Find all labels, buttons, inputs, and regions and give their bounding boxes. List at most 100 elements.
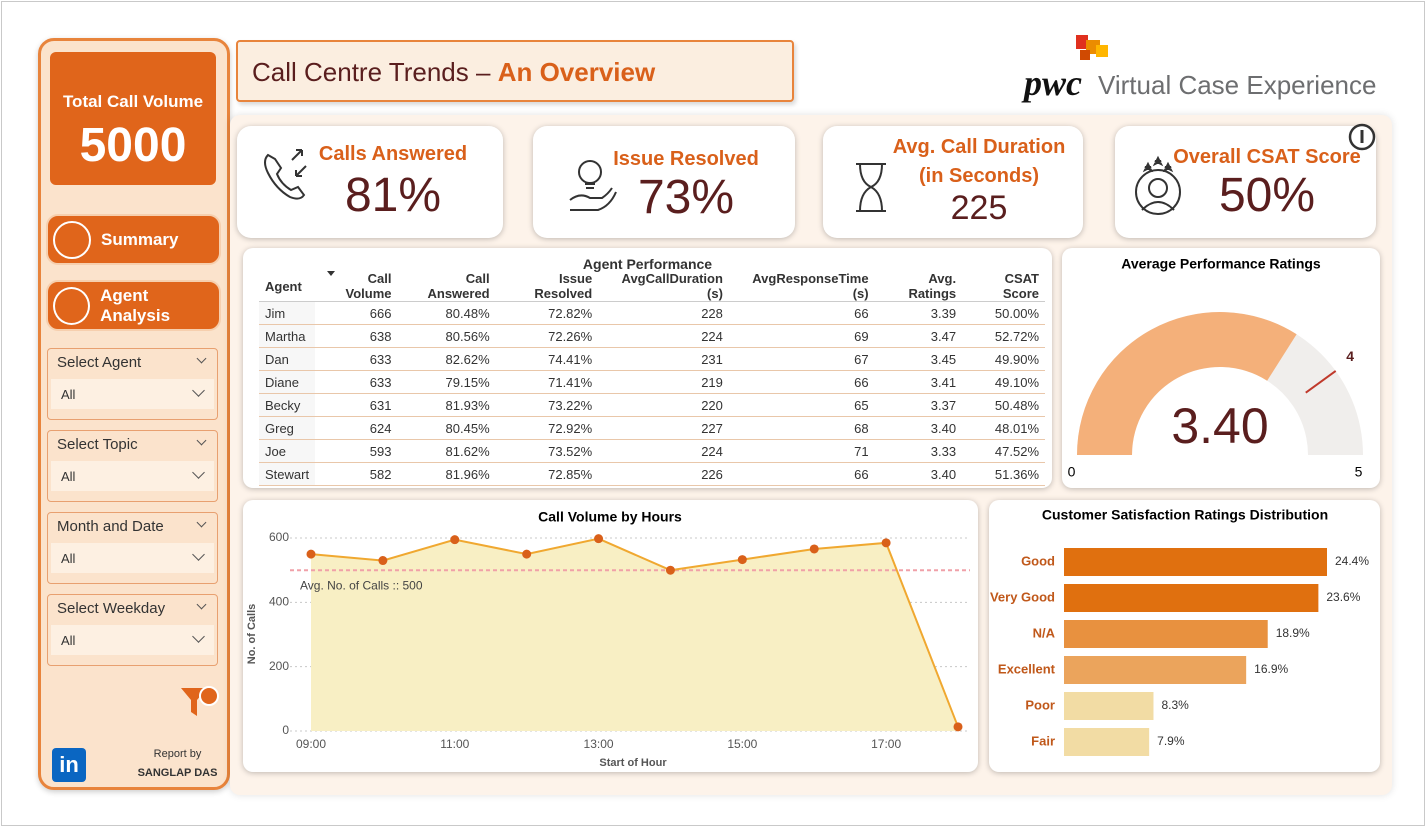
category-label: Fair [1031,733,1055,748]
table-cell: Becky [259,393,316,417]
table-cell: 3.45 [874,347,963,371]
table-cell: 3.47 [874,324,963,348]
gauge-value-label: 3.40 [1171,398,1268,454]
filter-dropdown[interactable]: All [51,461,214,491]
table-cell: 227 [598,416,729,440]
filter[interactable]: Month and Date All [47,512,218,584]
table-cell: 3.40 [874,462,963,486]
table-cell: 624 [315,416,398,440]
clear-filter-badge [199,686,219,706]
table-cell: Greg [259,416,316,440]
gauge-target [1305,370,1337,394]
icons [181,123,1376,716]
point [665,565,675,575]
point [306,549,316,559]
table-cell: 226 [598,462,729,486]
logo-block [1080,50,1090,60]
filter[interactable]: Select Agent All [47,348,218,420]
filter-value: All [61,387,76,402]
chevron [196,517,207,528]
bar [1064,656,1247,684]
table-cell: 49.10% [962,370,1045,394]
table-cell: 633 [315,370,398,394]
line [310,537,959,728]
person-body [1141,201,1175,211]
category-label: Good [1021,553,1055,568]
table-cell: 51.36% [962,462,1045,486]
table-cell: 47.52% [962,439,1045,463]
table-cell: Stewart [259,462,316,486]
point [953,722,963,732]
kpi-card: Avg. Call Duration (in Seconds) 225 [823,126,1083,238]
category-label: N/A [1033,625,1056,640]
title-separator: – [476,57,491,87]
filter[interactable]: Select Weekday All [47,594,218,666]
y-tick-label: 400 [269,595,289,609]
kpi-label: Issue Resolved [613,148,759,170]
x-tick-label: 11:00 [440,737,469,751]
point [737,555,747,565]
value-label: 8.3% [1161,698,1189,712]
column-header[interactable]: Avg. Ratings [874,271,963,302]
bar [1064,692,1154,720]
person-icon [1148,178,1168,198]
filter-dropdown[interactable]: All [51,379,214,409]
agent-table: Agent Call Volume Call Answered Issue Resol… [259,271,1045,486]
column-header[interactable]: Issue Resolved [495,271,599,302]
table-cell: 80.56% [397,324,496,348]
value-label: 7.9% [1157,734,1185,748]
table-cell: 666 [315,301,398,325]
info-icon[interactable] [1348,123,1376,151]
kpi-value: 73% [637,171,735,224]
point [378,556,388,566]
table-cell: 72.82% [495,301,599,325]
bar [1064,584,1319,612]
brand-tagline: Virtual Case Experience [1098,70,1377,100]
table-cell: 220 [598,393,729,417]
table-cell: 72.26% [495,324,599,348]
logo-block [1076,35,1088,49]
table-cell: 79.15% [397,370,496,394]
column-header[interactable]: AvgResponseTime (s) [728,271,875,302]
table-cell: 50.00% [962,301,1045,325]
nav-icon [53,220,91,259]
value-label: 24.4% [1335,554,1369,568]
column-header[interactable]: AvgCallDuration (s) [598,271,729,302]
kpi-label: Calls Answered [318,143,468,165]
table-cell: 73.52% [495,439,599,463]
column-header[interactable]: Call Volume [315,271,398,302]
nav-agent-analysis[interactable]: Agent Analysis [46,280,221,331]
filter-dropdown[interactable]: All [51,543,214,573]
linkedin-icon[interactable]: in [52,748,86,782]
table-cell: 52.72% [962,324,1045,348]
nav-label: Agent Analysis [100,285,171,325]
chevron [192,384,205,397]
column-header[interactable]: Agent [259,271,316,302]
table-cell: 3.40 [874,416,963,440]
chevron [192,466,205,479]
value-label: 18.9% [1276,626,1310,640]
table-cell: 593 [315,439,398,463]
table-cell: Jim [259,301,316,325]
value-label: 16.9% [1254,662,1288,676]
gauge-max-label: 5 [1355,464,1363,480]
column-header[interactable]: Call Answered [397,271,496,302]
filter-value: All [61,551,76,566]
column-header[interactable]: CSAT Score [962,271,1045,302]
table-cell: 633 [315,347,398,371]
filter-value: All [61,469,76,484]
nav-summary[interactable]: Summary [46,214,221,265]
table-cell: 81.93% [397,393,496,417]
nav-label: Summary [101,229,179,249]
table-title: Agent Performance [582,256,713,272]
bulb-icon [578,160,602,184]
hourglass-icon [856,163,886,212]
filter-label: Select Topic [57,436,138,453]
filter-dropdown[interactable]: All [51,625,214,655]
filter[interactable]: Select Topic All [47,430,218,502]
category-label: Excellent [998,661,1056,676]
logo-block [1096,45,1108,57]
table-row: Becky 631 81.93% 73.22% 220 65 3.37 50.48% [259,393,1045,417]
